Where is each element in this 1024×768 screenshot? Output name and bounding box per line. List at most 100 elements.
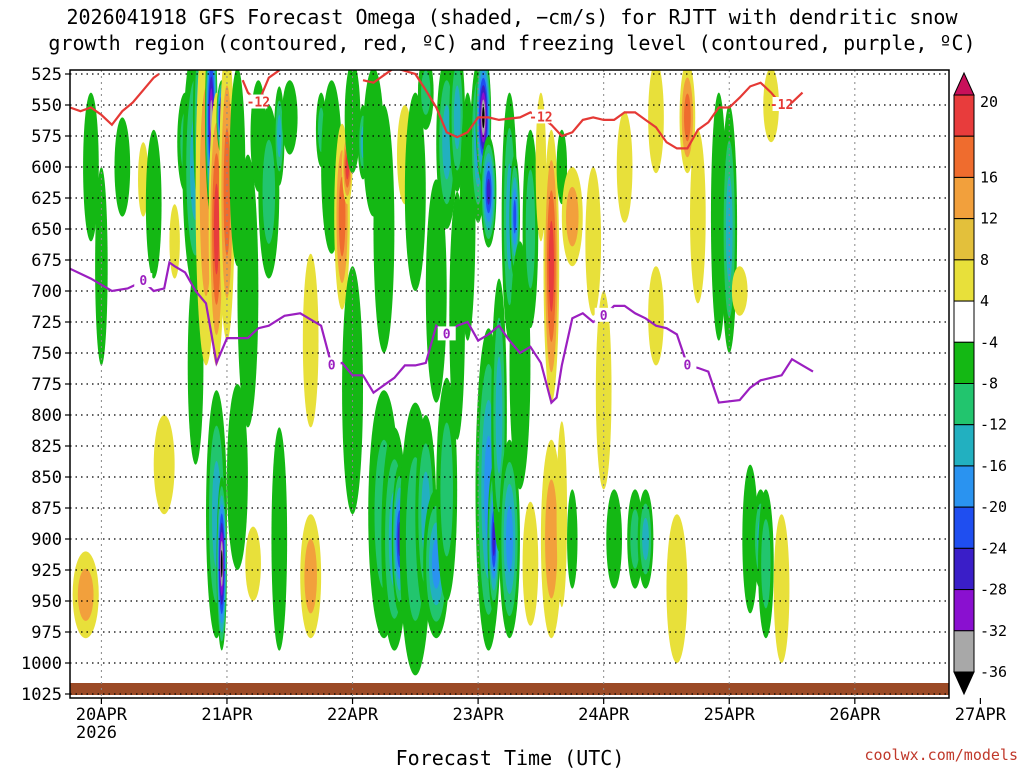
omega-cell-5-level-0: [145, 129, 162, 279]
y-tick-label-850: 850: [31, 468, 62, 488]
omega-cell-4-level-0: [138, 142, 149, 217]
x-tick-label-22APR: 22APR: [327, 705, 379, 725]
omega-cell-50-level-1: [440, 422, 453, 557]
omega-cell-61-level-3: [506, 505, 513, 573]
freezing-level-label-bg-3: [594, 307, 613, 322]
omega-cell-76-level-0: [616, 111, 633, 223]
y-tick-label-750: 750: [31, 344, 62, 364]
omega-cell-86-level-0: [731, 266, 748, 316]
y-tick-label-975: 975: [31, 623, 62, 643]
omega-cell-34-level-0: [344, 70, 361, 174]
omega-cell-28-level-0: [302, 253, 319, 428]
omega-cell-87-level-0: [742, 464, 759, 614]
x-tick-label-26APR: 26APR: [829, 705, 881, 725]
omega-cell-79-level-0: [648, 70, 664, 174]
freezing-level-label-0: 0: [139, 274, 147, 289]
omega-cell-71-level-1: [566, 186, 579, 247]
omega-cell-0-level-1: [77, 568, 94, 621]
colorbar-label-7: -12: [980, 416, 1007, 434]
y-tick-label-675: 675: [31, 251, 62, 271]
omega-cell-65-level-0: [522, 501, 539, 626]
omega-cell-74-level-0: [595, 291, 612, 490]
dendritic-region-b-label-bg-1: [772, 97, 791, 111]
colorbar-label-12: -32: [980, 622, 1007, 640]
colorbar-block-11: [953, 547, 975, 591]
freezing-level-label-bg-4: [678, 357, 697, 372]
x-tick-label-23APR: 23APR: [453, 705, 505, 725]
colorbar-label-1: 16: [980, 168, 998, 186]
colorbar-label-4: 4: [980, 292, 989, 310]
y-tick-label-1025: 1025: [21, 685, 62, 705]
colorbar-label-10: -24: [980, 539, 1007, 557]
omega-cell-24-level-1: [262, 139, 276, 244]
dendritic-region-b-label-bg-0: [531, 109, 550, 124]
omega-cell-63-level-0: [509, 241, 531, 490]
colorbar-block-1: [953, 135, 975, 178]
colorbar-top-arrow: [953, 71, 975, 96]
omega-cell-21-level-0: [237, 154, 259, 428]
omega-cell-20-level-0: [226, 384, 248, 570]
omega-cell-32-level-2: [338, 176, 346, 257]
colorbar-block-12: [953, 589, 975, 632]
omega-cell-91-level-0: [773, 514, 790, 663]
freezing-level-label-bg-2: [437, 326, 456, 341]
omega-cell-51-level-2: [453, 85, 461, 150]
y-axis: 525 550 575 600 625 650 675 700 725 750 775 800 825 8…: [21, 65, 70, 705]
colorbar-label-11: -28: [980, 581, 1007, 599]
omega-cell-70-level-0: [556, 421, 568, 608]
omega-cell-7-level-0: [169, 204, 180, 279]
y-tick-label-775: 775: [31, 375, 62, 395]
colorbar-label-6: -8: [980, 375, 998, 393]
y-tick-label-925: 925: [31, 561, 62, 581]
x-axis-title: Forecast Time (UTC): [396, 746, 625, 768]
omega-cell-64-level-1: [525, 169, 536, 289]
omega-cell-2-level-0: [95, 167, 108, 366]
freezing-level-label-4: 0: [683, 358, 691, 373]
colorbar-block-9: [953, 465, 975, 508]
y-tick-label-525: 525: [31, 65, 62, 85]
omega-cell-77-level-1: [630, 509, 640, 569]
dendritic-region-b-label-1: -12: [770, 98, 793, 113]
y-tick-label-900: 900: [31, 530, 62, 550]
omega-cell-66-level-0: [535, 92, 547, 242]
freezing-level-label-1: 0: [328, 358, 336, 373]
colorbar-label-3: 8: [980, 251, 989, 269]
y-tick-label-725: 725: [31, 313, 62, 333]
omega-cell-35-level-0: [342, 266, 363, 515]
x-tick-label-24APR: 24APR: [578, 705, 630, 725]
colorbar-block-0: [953, 94, 975, 137]
omega-cell-49-level-2: [442, 105, 452, 180]
y-tick-label-875: 875: [31, 499, 62, 519]
y-tick-label-575: 575: [31, 127, 62, 147]
omega-cell-75-level-0: [606, 489, 622, 589]
freezing-level-label-2: 0: [443, 327, 451, 342]
y-tick-label-625: 625: [31, 189, 62, 209]
dendritic-region-b-line: [362, 70, 804, 150]
contours: 0 0 0 0 0 -12 -12 -12: [70, 70, 814, 405]
colorbar-block-4: [953, 259, 975, 302]
x-tick-label-25APR: 25APR: [704, 705, 756, 725]
dendritic-region-b-label-0: -12: [529, 110, 552, 125]
omega-cell-1-level-0: [83, 92, 99, 242]
y-tick-label-825: 825: [31, 437, 62, 457]
omega-cell-72-level-0: [567, 489, 578, 589]
y-tick-label-650: 650: [31, 220, 62, 240]
omega-cell-3-level-0: [114, 117, 131, 217]
omega-cell-67-level-3: [548, 220, 554, 312]
y-tick-label-800: 800: [31, 406, 62, 426]
colorbar-block-6: [953, 341, 975, 384]
colorbar-label-2: 12: [980, 210, 998, 228]
y-tick-label-700: 700: [31, 282, 62, 302]
colorbar-block-5: [953, 300, 975, 343]
x-tick-label-20APR: 20APR: [76, 705, 128, 725]
colorbar-block-7: [953, 383, 975, 426]
dendritic-region-c-label-bg-0: [249, 94, 268, 109]
colorbar-block-10: [953, 506, 975, 549]
omega-cell-43-level-0: [404, 92, 426, 291]
colorbar-bottom-arrow: [953, 671, 975, 696]
plot-area: 0 0 0 0 0 -12 -12 -12: [70, 70, 949, 698]
freezing-level-label-bg-0: [134, 273, 153, 288]
colorbar-label-13: -36: [980, 663, 1007, 681]
omega-cell-27-level-0: [281, 80, 298, 155]
